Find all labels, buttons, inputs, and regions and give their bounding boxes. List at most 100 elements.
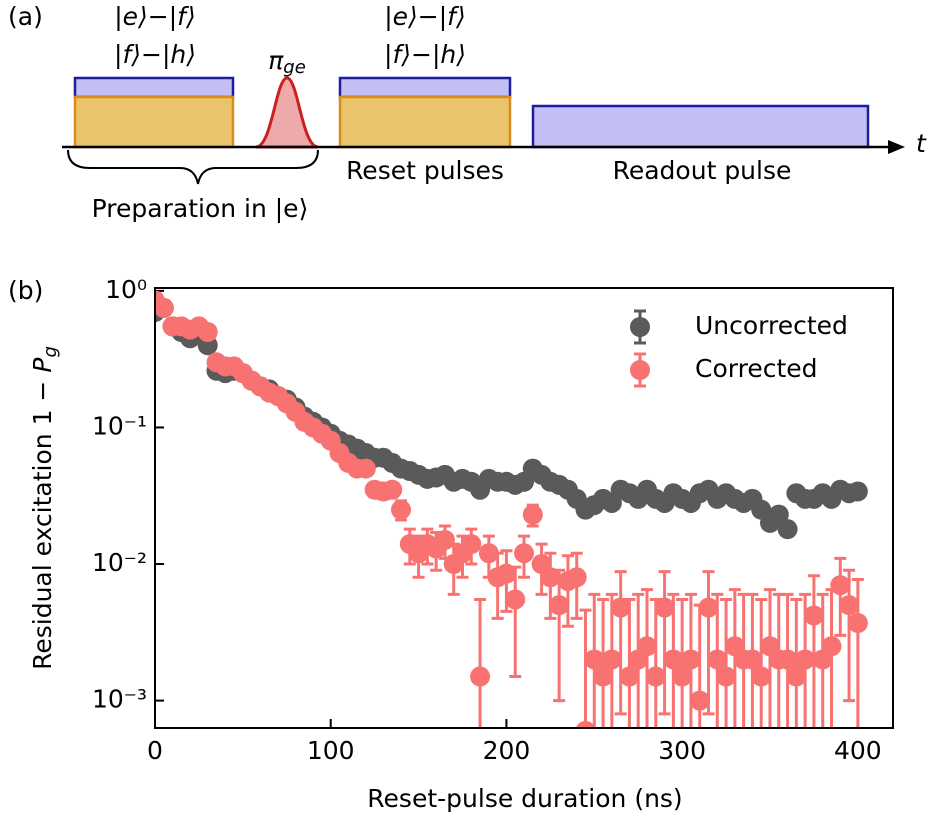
y-label-text: Residual excitation 1 − [28, 381, 57, 670]
pi-pulse [255, 76, 319, 149]
data-layer [155, 290, 868, 728]
x-tick-label: 400 [834, 736, 882, 765]
data-point [847, 481, 868, 502]
time-arrow [888, 140, 905, 154]
data-point [584, 649, 605, 670]
data-point [742, 649, 763, 670]
data-point [637, 636, 657, 657]
error-bar [851, 578, 864, 728]
legend-marker [630, 317, 650, 337]
error-bar [684, 592, 697, 728]
data-point [478, 543, 499, 564]
y-label-symbol: P [28, 357, 57, 373]
data-point [803, 605, 824, 626]
data-point [777, 519, 798, 540]
data-point [821, 636, 842, 657]
drive-pulse [338, 95, 512, 149]
data-point [645, 666, 666, 687]
x-tick-label: 100 [307, 736, 355, 765]
y-tick-label: 10⁻¹ [92, 411, 147, 440]
y-tick-label: 10⁰ [105, 275, 147, 304]
error-bar [614, 570, 627, 716]
panel-label: (a) [8, 2, 43, 31]
error-bar [825, 588, 838, 728]
error-bar [843, 568, 856, 703]
data-point [847, 612, 868, 633]
error-bar [834, 556, 847, 637]
data-point [663, 649, 684, 670]
pi-pulse-label: πge [268, 46, 306, 78]
x-axis-label: Reset-pulse duration (ns) [367, 784, 682, 813]
preparation-label: Preparation in |e⟩ [92, 194, 309, 223]
readout-pulse [531, 104, 870, 149]
x-tick-label: 300 [658, 736, 706, 765]
flux-pulse [73, 76, 235, 99]
data-point [698, 597, 719, 618]
data-point [795, 649, 816, 670]
data-point [716, 666, 737, 687]
pi-symbol: π [268, 46, 284, 75]
error-bar [702, 570, 715, 716]
data-point [830, 575, 851, 596]
flux-pulse [338, 76, 512, 99]
error-bar [737, 592, 750, 728]
data-point [601, 649, 622, 670]
data-point [355, 458, 376, 479]
data-point [197, 322, 218, 343]
data-point [434, 529, 455, 550]
error-bar [658, 570, 671, 716]
data-point [593, 666, 614, 687]
data-point [619, 666, 640, 687]
data-point [751, 666, 772, 687]
data-point [672, 666, 693, 687]
data-point [522, 504, 543, 525]
reset-label: Reset pulses [346, 156, 504, 185]
data-point [654, 597, 675, 618]
y-tick-label: 10⁻³ [92, 685, 147, 714]
pulse-label: |e⟩−|f⟩ [114, 2, 195, 31]
pulse-diagram: (a) |e⟩−|f⟩ |f⟩−|h⟩ |e⟩−|f⟩ |f⟩−|h⟩ πge … [8, 2, 927, 223]
plot-area: 0 100 200 300 400 10⁰ 10⁻¹ 10⁻² 10⁻³ Uncorrected C… [92, 275, 882, 765]
plot-frame [154, 287, 894, 729]
data-point [514, 543, 534, 564]
legend-label: Corrected [695, 354, 818, 383]
data-point [549, 595, 570, 616]
drive-pulse [73, 95, 235, 149]
time-label: t [916, 129, 927, 158]
data-point [461, 534, 482, 555]
error-bar [588, 592, 601, 728]
data-point [786, 666, 807, 687]
error-bar [746, 592, 759, 728]
error-bar [605, 592, 618, 728]
y-label-subscript: g [40, 346, 61, 357]
error-bar [509, 565, 522, 679]
legend-marker [630, 360, 650, 380]
data-point [707, 649, 728, 670]
y-tick-label: 10⁻² [92, 548, 147, 577]
error-bar [632, 592, 645, 728]
error-bar [764, 588, 776, 728]
data-point [496, 563, 517, 584]
panel-label: (b) [8, 276, 43, 305]
legend-label: Uncorrected [695, 311, 848, 340]
data-point [391, 499, 411, 520]
data-point [566, 567, 587, 588]
data-point [839, 595, 860, 616]
data-point [505, 589, 526, 610]
error-bar [816, 592, 829, 728]
data-point [382, 479, 403, 500]
y-axis-label: Residual excitation 1 − Pg [28, 346, 61, 670]
error-bar [711, 592, 724, 728]
error-bar [772, 592, 785, 728]
data-point [470, 666, 491, 687]
pi-subscript: ge [283, 57, 306, 78]
error-bar [693, 603, 706, 728]
error-bar [641, 588, 653, 728]
error-bar [553, 568, 566, 703]
x-tick-label: 0 [147, 736, 163, 765]
pulse-label: |f⟩−|h⟩ [114, 40, 196, 69]
brace [67, 149, 319, 185]
error-bar [667, 592, 680, 728]
data-point [680, 649, 701, 670]
